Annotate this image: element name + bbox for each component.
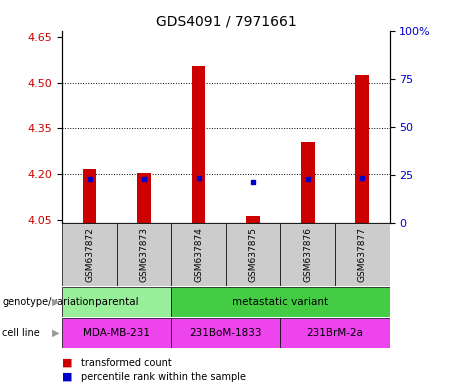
Text: GSM637874: GSM637874 bbox=[194, 227, 203, 282]
Text: 231BrM-2a: 231BrM-2a bbox=[307, 328, 363, 338]
Bar bbox=[171, 287, 390, 317]
Text: GSM637875: GSM637875 bbox=[248, 227, 258, 282]
Text: MDA-MB-231: MDA-MB-231 bbox=[83, 328, 150, 338]
Title: GDS4091 / 7971661: GDS4091 / 7971661 bbox=[155, 14, 296, 28]
Text: GSM637877: GSM637877 bbox=[358, 227, 367, 282]
Text: cell line: cell line bbox=[2, 328, 40, 338]
Text: ▶: ▶ bbox=[52, 328, 59, 338]
Text: parental: parental bbox=[95, 297, 139, 307]
Bar bbox=[280, 318, 390, 348]
Text: percentile rank within the sample: percentile rank within the sample bbox=[81, 372, 246, 382]
Bar bbox=[280, 223, 335, 286]
Bar bbox=[171, 223, 226, 286]
Bar bbox=[171, 318, 280, 348]
Text: transformed count: transformed count bbox=[81, 358, 171, 368]
Bar bbox=[62, 223, 117, 286]
Bar bbox=[62, 287, 171, 317]
Bar bbox=[355, 75, 369, 223]
Text: ▶: ▶ bbox=[52, 297, 59, 307]
Text: genotype/variation: genotype/variation bbox=[2, 297, 95, 307]
Text: ■: ■ bbox=[62, 358, 73, 368]
Bar bbox=[83, 169, 96, 223]
Text: GSM637876: GSM637876 bbox=[303, 227, 312, 282]
Bar bbox=[137, 173, 151, 223]
Bar bbox=[62, 318, 171, 348]
Text: ■: ■ bbox=[62, 372, 73, 382]
Text: GSM637872: GSM637872 bbox=[85, 227, 94, 282]
Text: GSM637873: GSM637873 bbox=[140, 227, 148, 282]
Bar bbox=[117, 223, 171, 286]
Text: metastatic variant: metastatic variant bbox=[232, 297, 329, 307]
Bar bbox=[301, 142, 314, 223]
Bar bbox=[335, 223, 390, 286]
Bar bbox=[246, 216, 260, 223]
Text: 231BoM-1833: 231BoM-1833 bbox=[189, 328, 262, 338]
Bar bbox=[192, 66, 206, 223]
Bar bbox=[226, 223, 280, 286]
